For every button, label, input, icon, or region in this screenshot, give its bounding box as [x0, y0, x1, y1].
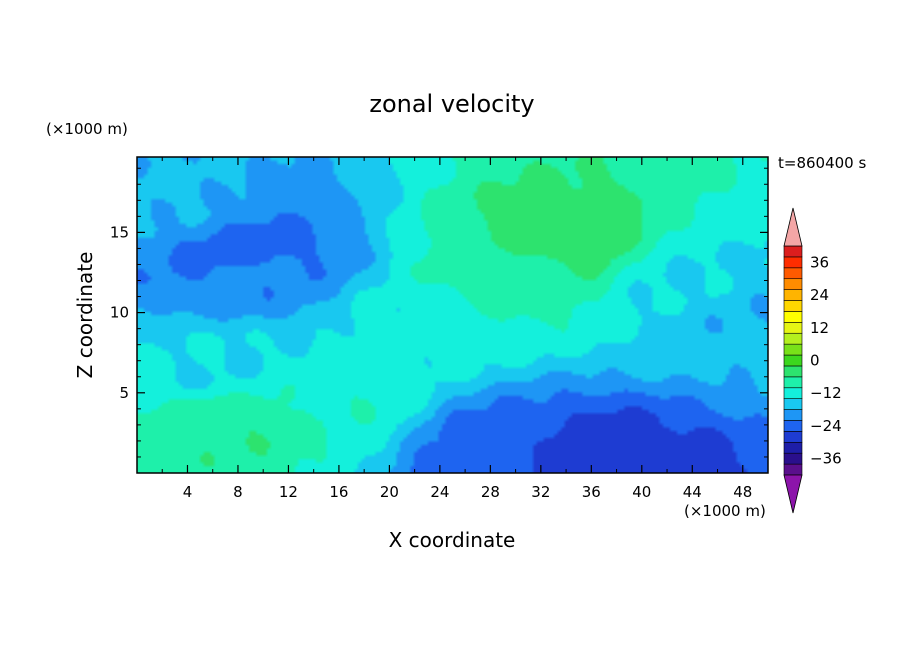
- time-label: t=860400 s: [778, 154, 866, 172]
- colorbar-swatch: [783, 267, 803, 280]
- x-tick-label: 40: [632, 483, 651, 501]
- colorbar-tick-label: −24: [810, 417, 842, 435]
- colorbar-swatch: [783, 343, 803, 356]
- chart-title: zonal velocity: [369, 90, 534, 118]
- colorbar-swatch: [783, 441, 803, 454]
- colorbar-swatch: [783, 409, 803, 421]
- colorbar-swatch: [783, 300, 803, 312]
- colorbar-swatch: [783, 354, 803, 367]
- colorbar-tick-label: 24: [810, 286, 829, 304]
- colorbar-swatch: [783, 398, 803, 410]
- colorbar-swatch: [783, 311, 803, 323]
- x-tick-label: 44: [683, 483, 702, 501]
- x-tick-label: 32: [531, 483, 550, 501]
- x-tick-label: 8: [233, 483, 243, 501]
- y-tick-label: 10: [110, 304, 129, 322]
- colorbar-swatch: [783, 278, 803, 290]
- colorbar-swatch: [783, 245, 803, 258]
- colorbar-tick-label: 0: [810, 352, 820, 370]
- colorbar-swatch: [783, 387, 803, 399]
- colorbar-swatch: [783, 420, 803, 432]
- colorbar-swatch: [783, 463, 803, 476]
- x-tick-label: 4: [183, 483, 193, 501]
- x-unit-label: (×1000 m): [684, 502, 766, 520]
- colorbar-swatch: [783, 332, 803, 345]
- colorbar-tick-label: −12: [810, 384, 842, 402]
- x-tick-label: 24: [430, 483, 449, 501]
- y-tick-label: 15: [110, 223, 129, 241]
- colorbar-swatch: [783, 256, 803, 269]
- colorbar-swatch: [783, 376, 803, 389]
- colorbar-swatch: [783, 322, 803, 334]
- colorbar-tick-label: 12: [810, 319, 829, 337]
- colorbar-swatch: [783, 289, 803, 301]
- colorbar-swatch: [783, 431, 803, 443]
- y-axis: 5 10 15: [110, 167, 768, 458]
- colorbar-tick-label: 36: [810, 253, 829, 271]
- x-axis-label: X coordinate: [389, 528, 516, 552]
- colorbar-under-triangle: [783, 474, 803, 514]
- y-axis-label: Z coordinate: [73, 252, 97, 379]
- y-tick-label: 5: [119, 384, 129, 402]
- colorbar-swatch: [783, 452, 803, 465]
- x-tick-label: 16: [329, 483, 348, 501]
- plot-frame: [136, 156, 769, 474]
- colorbar: 36 24 12 0 −12 −24 −36: [783, 207, 842, 514]
- y-unit-label: (×1000 m): [46, 120, 128, 138]
- x-axis: 4 8 12 16 20 24 28 32 36 40 44 48: [161, 157, 752, 501]
- x-tick-label: 36: [582, 483, 601, 501]
- x-tick-label: 48: [733, 483, 752, 501]
- colorbar-over-triangle: [783, 207, 803, 247]
- x-tick-label: 28: [481, 483, 500, 501]
- x-tick-label: 20: [380, 483, 399, 501]
- plot-area: [137, 157, 768, 473]
- colorbar-tick-label: −36: [810, 450, 842, 468]
- x-tick-label: 12: [279, 483, 298, 501]
- colorbar-swatch: [783, 365, 803, 378]
- velocity-field: [137, 157, 768, 473]
